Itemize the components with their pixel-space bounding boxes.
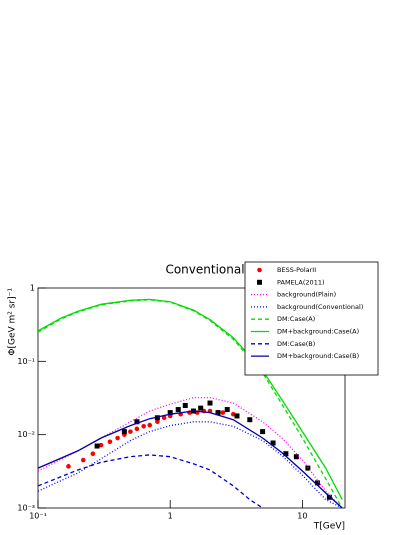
data-point — [175, 407, 181, 413]
x-tick-label: 1 — [168, 512, 173, 521]
data-point — [247, 417, 253, 423]
data-point — [230, 411, 236, 417]
series-line — [38, 410, 343, 508]
legend-label: PAMELA(2011) — [277, 278, 325, 286]
y-tick-label: 10⁻² — [17, 430, 35, 439]
data-point — [224, 407, 230, 413]
data-point — [121, 429, 127, 435]
data-point — [154, 415, 160, 421]
data-point — [207, 400, 213, 406]
data-point — [128, 429, 133, 434]
data-point — [215, 410, 221, 416]
x-axis-title: T[GeV] — [313, 522, 345, 532]
legend-label: DM+background:Case(A) — [277, 328, 359, 336]
legend-marker — [257, 279, 262, 285]
data-point — [115, 435, 120, 441]
data-point — [161, 415, 167, 421]
y-tick-label: 10⁻³ — [17, 504, 35, 513]
data-point — [314, 480, 320, 486]
series-line — [38, 421, 343, 508]
data-point — [198, 405, 204, 411]
data-point — [98, 442, 104, 448]
data-point — [147, 422, 153, 428]
y-axis-title: Φ[GeV m² sr]⁻¹ — [8, 288, 18, 356]
legend-label: BESS-PolarII — [277, 266, 316, 274]
data-point — [134, 426, 140, 432]
data-point — [260, 429, 266, 435]
series-line — [38, 298, 343, 500]
series-line — [38, 454, 263, 508]
data-point — [141, 424, 146, 429]
legend-label: DM:Case(A) — [277, 315, 315, 323]
x-tick-label: 10 — [297, 512, 307, 521]
data-point — [66, 464, 71, 469]
data-point — [90, 451, 96, 457]
x-tick-label: 10⁻¹ — [29, 512, 47, 521]
data-point — [80, 457, 86, 463]
legend-label: DM:Case(B) — [277, 340, 315, 348]
chart-title: Conventional — [165, 263, 244, 277]
data-point — [234, 413, 240, 419]
data-point — [293, 454, 299, 460]
legend-label: background(Plain) — [277, 291, 336, 299]
legend-marker — [257, 267, 262, 273]
legend-label: background(Conventional) — [277, 303, 363, 311]
data-point — [283, 451, 289, 457]
series-line — [38, 396, 343, 508]
legend-label: DM+background:Case(B) — [277, 352, 359, 360]
data-point — [270, 440, 276, 446]
data-point — [107, 439, 113, 445]
y-tick-label: 10⁻¹ — [17, 357, 35, 366]
data-point — [94, 443, 100, 449]
data-point — [167, 410, 173, 416]
plot-area — [38, 298, 343, 508]
data-point — [182, 402, 188, 408]
data-point — [155, 419, 160, 425]
data-point — [134, 419, 140, 425]
data-point — [220, 410, 226, 415]
plot-frame — [37, 287, 346, 509]
y-tick-label: 1 — [30, 284, 35, 293]
data-point — [326, 494, 332, 500]
